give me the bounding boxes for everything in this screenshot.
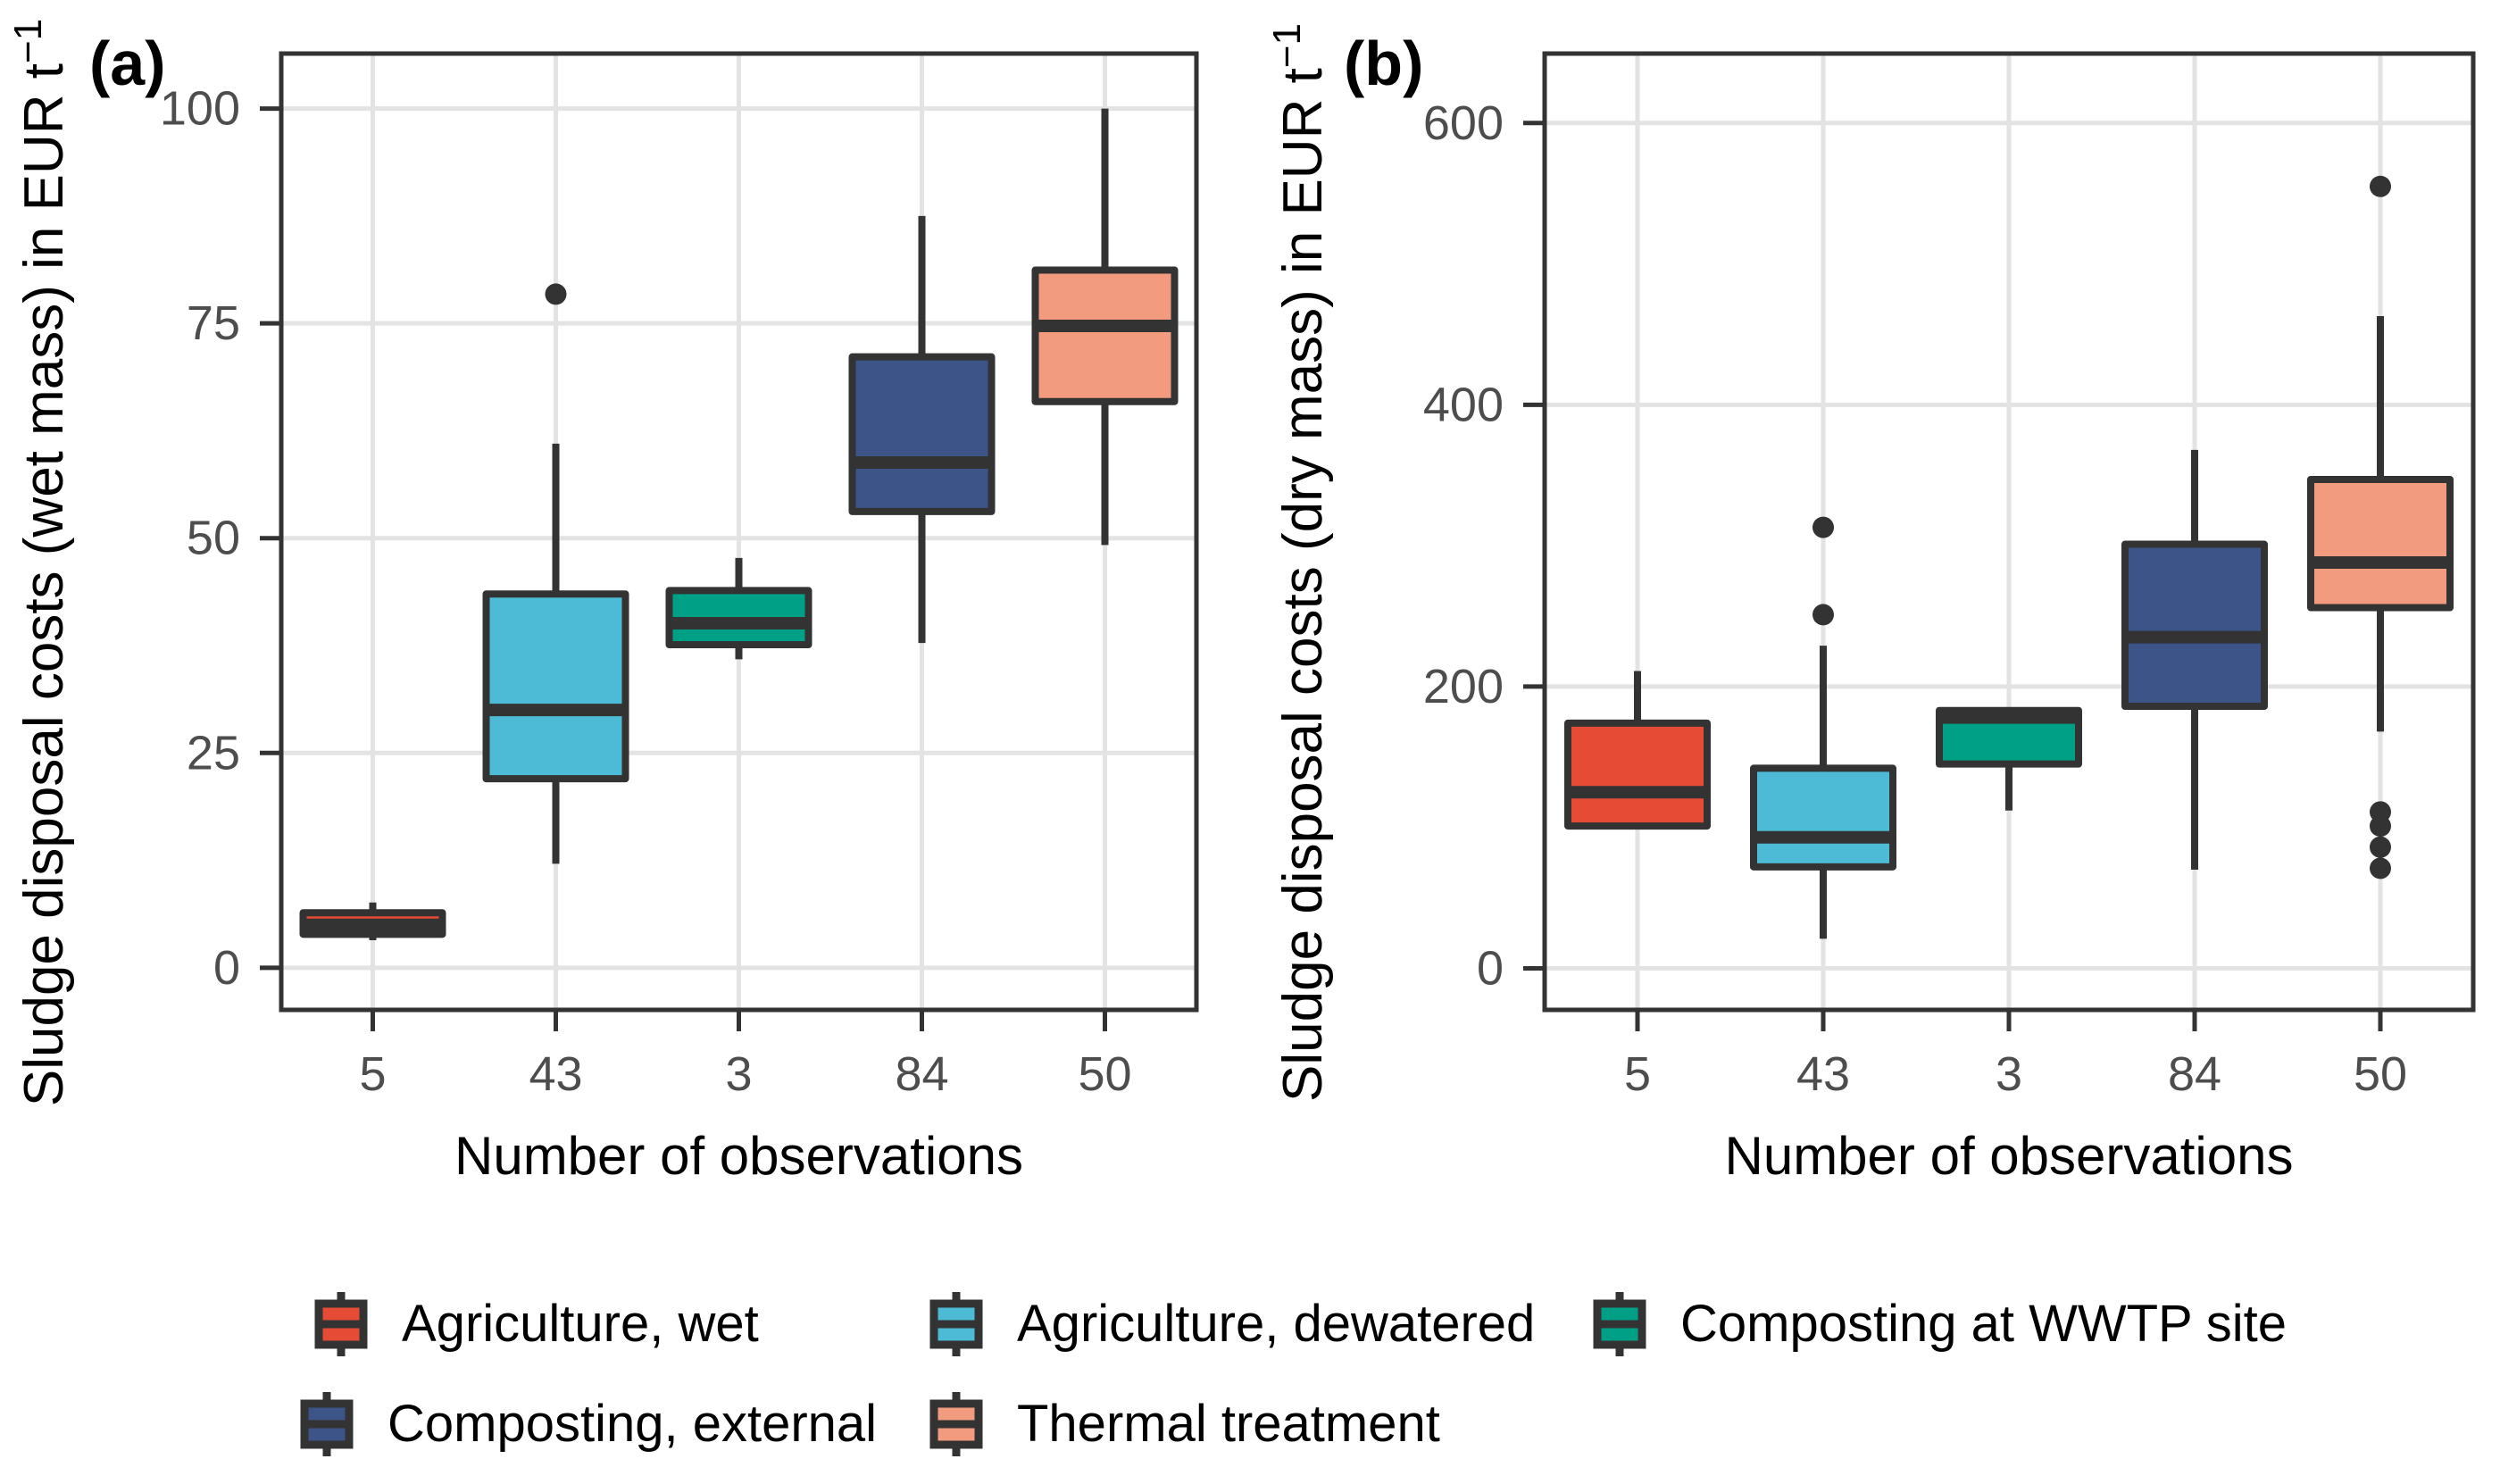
legend-label: Agriculture, dewatered	[1017, 1295, 1536, 1353]
x-tick-label: 43	[1796, 1047, 1850, 1101]
iqr-box	[2307, 475, 2454, 612]
legend-item-agriculture-wet: Agriculture, wet	[314, 1290, 759, 1358]
panel-a: 0 25 50 75 100 5 43 3 84 50 Number of observations…	[6, 19, 1199, 1186]
x-tick-label: 50	[2354, 1047, 2407, 1101]
boxplot-composting-at-wwtp-site	[1936, 706, 2082, 811]
boxplot-key-icon	[1593, 1292, 1646, 1356]
legend-item-thermal-treatment: Thermal treatment	[929, 1390, 1440, 1458]
iqr-box	[1031, 266, 1179, 405]
x-tick-label: 84	[2168, 1047, 2221, 1101]
gridlines	[281, 54, 1196, 1010]
boxplot-thermal-treatment	[2307, 175, 2454, 880]
panel-tag: (b)	[1344, 29, 1423, 98]
legend-label: Thermal treatment	[1017, 1395, 1440, 1453]
boxplot-key-icon	[314, 1292, 368, 1356]
iqr-box	[848, 353, 996, 515]
y-tick-label: 100	[160, 82, 240, 136]
iqr-box	[1564, 719, 1711, 830]
y-tick-label: 75	[187, 296, 240, 350]
legend-label: Composting, external	[388, 1395, 878, 1453]
outlier-point	[2370, 175, 2391, 197]
x-axis-title: Number of observations	[1725, 1126, 2294, 1186]
legend-item-composting-wwtp: Composting at WWTP site	[1593, 1290, 2287, 1358]
y-axis-title: Sludge disposal costs (dry mass) in EUR …	[1265, 23, 1334, 1102]
legend-item-agriculture-dewatered: Agriculture, dewatered	[929, 1290, 1535, 1358]
outlier-point	[2370, 857, 2391, 880]
boxplot-composting-external	[2121, 449, 2268, 871]
legend-item-composting-external: Composting, external	[300, 1390, 877, 1458]
boxplot-agriculture-wet	[299, 902, 446, 941]
boxplot-agriculture-dewatered	[482, 283, 629, 864]
x-tick-label: 3	[1996, 1047, 2022, 1101]
boxplot-agriculture-dewatered	[1750, 516, 1896, 939]
legend-label: Composting at WWTP site	[1680, 1295, 2288, 1353]
y-tick-label: 600	[1423, 96, 1504, 150]
iqr-box	[2121, 540, 2268, 710]
iqr-box	[1750, 764, 1896, 871]
boxplot-agriculture-wet	[1564, 671, 1711, 830]
y-tick-label: 50	[187, 512, 240, 565]
x-tick-label: 43	[529, 1047, 582, 1101]
y-tick-label: 400	[1423, 378, 1504, 431]
y-tick-label: 0	[213, 941, 240, 995]
boxplot-key-icon	[300, 1392, 354, 1456]
outlier-point	[2370, 815, 2391, 838]
boxplot-thermal-treatment	[1031, 108, 1179, 546]
iqr-box	[482, 590, 629, 783]
x-tick-label: 5	[1624, 1047, 1651, 1101]
y-tick-label: 0	[1477, 941, 1504, 995]
x-tick-label: 3	[725, 1047, 752, 1101]
outlier-point	[2370, 836, 2391, 858]
boxplot-key-icon	[929, 1392, 983, 1456]
x-tick-label: 5	[359, 1047, 386, 1101]
outlier-point	[1812, 516, 1834, 538]
y-tick-label: 25	[187, 726, 240, 780]
outlier-point	[1812, 604, 1834, 626]
panel-b: 0 200 400 600 5 43 3 84 50 Number of observations…	[1265, 23, 2476, 1186]
panel-tag: (a)	[89, 29, 166, 98]
boxplot-composting-external	[848, 215, 996, 644]
y-tick-label: 200	[1423, 660, 1504, 713]
boxplot-key-icon	[929, 1292, 983, 1356]
legend-label: Agriculture, wet	[402, 1295, 759, 1353]
boxplot-composting-at-wwtp-site	[665, 557, 812, 660]
x-tick-label: 50	[1078, 1047, 1131, 1101]
x-axis-title: Number of observations	[454, 1126, 1023, 1186]
y-axis-title: Sludge disposal costs (wet mass) in EUR …	[6, 19, 75, 1106]
outlier-point	[545, 283, 567, 305]
x-tick-label: 84	[895, 1047, 948, 1101]
